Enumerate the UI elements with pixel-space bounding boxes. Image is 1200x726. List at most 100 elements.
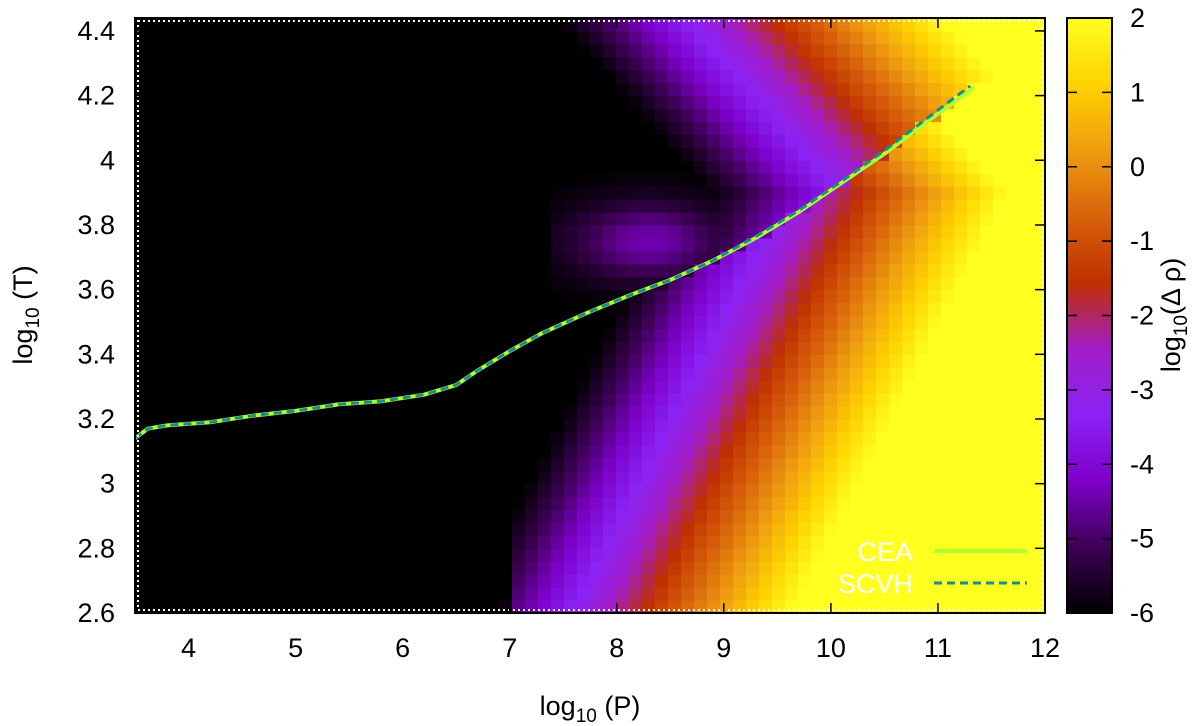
heatmap-cell (785, 147, 799, 161)
heatmap-cell (941, 341, 955, 355)
heatmap-cell (928, 224, 942, 239)
heatmap-cell (1006, 418, 1020, 433)
heatmap-cell (655, 561, 669, 575)
heatmap-cell (564, 535, 578, 549)
heatmap-cell (798, 289, 812, 304)
heatmap-cell (629, 509, 643, 524)
heatmap-cell (681, 186, 695, 200)
heatmap-cell (941, 418, 955, 433)
heatmap-cell (902, 380, 916, 394)
heatmap-cell (733, 56, 747, 71)
heatmap-cell (1032, 43, 1045, 58)
heatmap-cell (759, 418, 773, 433)
heatmap-cell (655, 18, 669, 32)
heatmap-cell (1019, 522, 1033, 536)
heatmap-cell (772, 43, 786, 58)
heatmap-cell (642, 18, 656, 32)
heatmap-cell (551, 444, 565, 459)
heatmap-cell (772, 250, 786, 265)
heatmap-cell (668, 406, 682, 420)
heatmap-cell (863, 276, 877, 291)
heatmap-cell (954, 600, 968, 613)
heatmap-cell (837, 354, 851, 368)
heatmap-cell (733, 444, 747, 459)
heatmap-cell (733, 147, 747, 161)
heatmap-cell (980, 509, 994, 524)
heatmap-cell (850, 535, 864, 549)
heatmap-cell (759, 470, 773, 485)
heatmap-cell (642, 315, 656, 330)
heatmap-cell (850, 199, 864, 213)
heatmap-cell (993, 95, 1007, 110)
heatmap-cell (590, 263, 604, 278)
heatmap-cell (603, 224, 617, 239)
heatmap-cell (759, 328, 773, 342)
heatmap-cell (941, 328, 955, 342)
y-tick-label: 4.4 (77, 16, 115, 46)
heatmap-cell (1032, 237, 1045, 252)
heatmap-cell (629, 328, 643, 342)
heatmap-cell (889, 509, 903, 524)
heatmap-cell (824, 289, 838, 304)
heatmap-cell (694, 95, 708, 110)
heatmap-cell (733, 186, 747, 200)
heatmap-cell (694, 30, 708, 45)
heatmap-cell (902, 82, 916, 97)
heatmap-cell (746, 82, 760, 97)
heatmap-cell (759, 30, 773, 45)
heatmap-cell (941, 276, 955, 291)
heatmap-cell (811, 470, 825, 485)
heatmap-cell (577, 457, 591, 472)
heatmap-cell (915, 56, 929, 71)
heatmap-cell (863, 574, 877, 588)
heatmap-cell (772, 380, 786, 394)
heatmap-cell (850, 380, 864, 394)
heatmap-cell (811, 263, 825, 278)
heatmap-cell (1019, 561, 1033, 575)
heatmap-cell (785, 444, 799, 459)
heatmap-cell (837, 160, 851, 174)
heatmap-cell (811, 393, 825, 407)
heatmap-cell (863, 431, 877, 446)
heatmap-cell (785, 418, 799, 433)
heatmap-cell (616, 522, 630, 536)
heatmap-cell (889, 535, 903, 549)
heatmap-cell (928, 406, 942, 420)
heatmap-cell (980, 315, 994, 330)
heatmap-cell (1019, 302, 1033, 317)
heatmap-cell (681, 600, 695, 613)
heatmap-cell (642, 574, 656, 588)
heatmap-cell (811, 587, 825, 601)
heatmap-cell (772, 18, 786, 32)
heatmap-cell (1019, 315, 1033, 330)
heatmap-cell (967, 574, 981, 588)
heatmap-cell (837, 302, 851, 317)
heatmap-cell (733, 43, 747, 58)
heatmap-cell (876, 496, 890, 511)
heatmap-cell (577, 470, 591, 485)
heatmap-cell (720, 82, 734, 97)
heatmap-cell (928, 535, 942, 549)
heatmap-cell (954, 276, 968, 291)
heatmap-cell (980, 30, 994, 45)
heatmap-cell (902, 263, 916, 278)
heatmap-cell (655, 199, 669, 213)
heatmap-cell (616, 186, 630, 200)
heatmap-cell (1006, 470, 1020, 485)
heatmap-cell (902, 548, 916, 562)
heatmap-cell (1019, 212, 1033, 226)
heatmap-cell (616, 199, 630, 213)
heatmap-cell (902, 341, 916, 355)
heatmap-cell (902, 212, 916, 226)
heatmap-cell (967, 224, 981, 239)
heatmap-cell (824, 237, 838, 252)
heatmap-cell (837, 561, 851, 575)
heatmap-cell (681, 341, 695, 355)
heatmap-cell (629, 237, 643, 252)
heatmap-cell (915, 43, 929, 58)
heatmap-cell (1019, 328, 1033, 342)
heatmap-cell (798, 341, 812, 355)
heatmap-cell (642, 600, 656, 613)
heatmap-cell (538, 496, 552, 511)
heatmap-cell (811, 535, 825, 549)
